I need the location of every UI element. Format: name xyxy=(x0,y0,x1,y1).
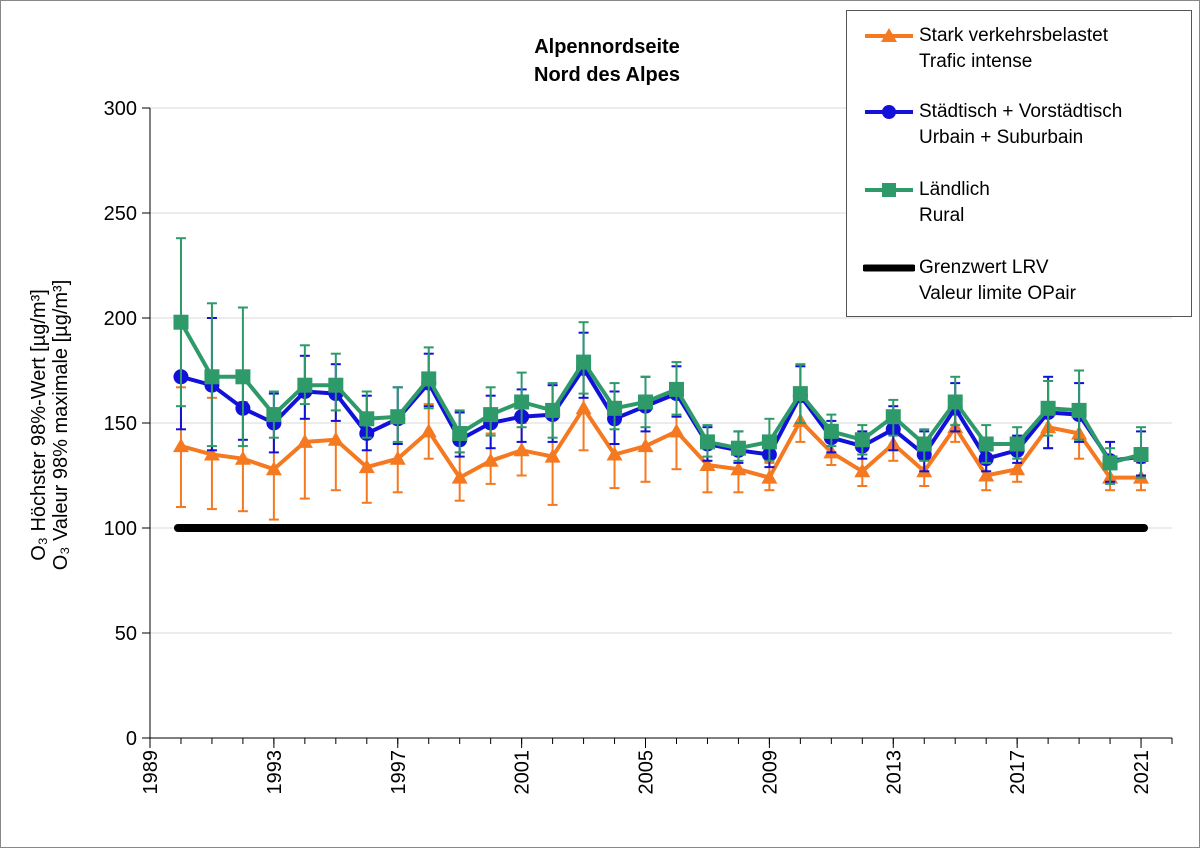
point-0-2003 xyxy=(575,400,592,415)
point-2-2014 xyxy=(916,436,932,452)
legend-swatch-limit xyxy=(863,264,915,272)
point-2-2009 xyxy=(761,434,777,450)
x-tick-label-2013: 2013 xyxy=(883,750,905,795)
point-2-2013 xyxy=(885,409,901,425)
point-2-2000 xyxy=(483,407,499,423)
y-tick-label-150: 150 xyxy=(104,413,137,435)
x-tick-label-2005: 2005 xyxy=(636,750,658,795)
point-2-2017 xyxy=(1009,436,1025,452)
point-2-2010 xyxy=(792,386,808,402)
point-2-2015 xyxy=(947,394,963,410)
x-tick-label-2009: 2009 xyxy=(759,750,781,795)
point-0-2002 xyxy=(544,448,561,463)
point-2-2006 xyxy=(668,381,684,397)
point-0-2000 xyxy=(482,452,499,467)
x-tick-label-2021: 2021 xyxy=(1131,750,1153,795)
point-0-1998 xyxy=(420,423,437,438)
legend-label-rural-de: Ländlich xyxy=(919,179,990,200)
series-1 xyxy=(173,317,1149,483)
point-0-2005 xyxy=(637,438,654,453)
point-2-1998 xyxy=(421,371,437,387)
point-0-1999 xyxy=(451,469,468,484)
y-axis-label-line1: O₃ Höchster 98%-Wert [µg/m³] xyxy=(28,289,50,561)
point-2-2019 xyxy=(1071,402,1087,418)
point-2-2016 xyxy=(978,436,994,452)
legend-swatch-urban xyxy=(865,105,913,119)
point-0-2006 xyxy=(668,423,685,438)
series-line-1 xyxy=(180,366,1142,463)
point-0-2012 xyxy=(854,463,871,478)
chart-legend: Stark verkehrsbelastet Trafic intense St… xyxy=(846,10,1192,317)
point-2-2008 xyxy=(730,440,746,456)
legend-swatch-rural xyxy=(865,183,913,197)
x-tick-label-1989: 1989 xyxy=(140,750,162,795)
x-tick-label-1997: 1997 xyxy=(388,750,410,795)
y-tick-label-100: 100 xyxy=(104,518,137,540)
point-2-2002 xyxy=(545,402,561,418)
point-2-2001 xyxy=(514,394,530,410)
point-2-2007 xyxy=(699,434,715,450)
point-2-1999 xyxy=(452,426,468,441)
point-0-1994 xyxy=(296,433,313,448)
point-2-2004 xyxy=(607,400,623,416)
point-2-2005 xyxy=(638,394,654,410)
y-tick-label-250: 250 xyxy=(104,203,137,225)
point-0-1993 xyxy=(265,461,282,476)
point-2-2021 xyxy=(1133,447,1149,462)
axes: 0 50 100 150 200 250 300 1989 1993 1997 2001 2005 20… xyxy=(104,98,1173,795)
point-2-2020 xyxy=(1102,455,1118,471)
point-2-2011 xyxy=(823,423,839,439)
point-0-1997 xyxy=(389,450,406,465)
chart-title-line1: Alpennordseite xyxy=(534,36,680,58)
legend-label-limit-de: Grenzwert LRV xyxy=(919,257,1049,278)
point-2-2018 xyxy=(1040,400,1056,416)
chart-title-line2: Nord des Alpes xyxy=(534,64,680,86)
point-0-2004 xyxy=(606,446,623,461)
series-0 xyxy=(172,363,1150,521)
x-tick-label-2001: 2001 xyxy=(512,750,534,795)
legend-swatch-traffic xyxy=(865,28,913,42)
series-2 xyxy=(173,237,1149,485)
legend-label-urban-fr: Urbain + Suburbain xyxy=(919,127,1084,148)
legend-label-limit-fr: Valeur limite OPair xyxy=(919,283,1076,304)
point-2-2012 xyxy=(854,432,870,448)
point-2-1992 xyxy=(235,369,251,385)
point-0-2007 xyxy=(699,457,716,471)
y-tick-label-0: 0 xyxy=(126,728,137,750)
point-0-1990 xyxy=(172,438,189,453)
point-2-1996 xyxy=(359,411,375,427)
point-0-2017 xyxy=(1009,461,1026,476)
y-tick-label-50: 50 xyxy=(115,623,137,645)
point-0-2016 xyxy=(978,467,995,482)
point-2-1995 xyxy=(328,377,344,393)
point-0-2009 xyxy=(761,469,778,484)
legend-label-traffic-de: Stark verkehrsbelastet xyxy=(919,25,1109,46)
point-2-1993 xyxy=(266,407,282,423)
y-axis-label-line2: O₃ Valeur 98% maximale [µg/m³] xyxy=(50,280,72,571)
point-0-1992 xyxy=(234,450,251,465)
series-layer xyxy=(172,237,1150,532)
x-tick-label-1993: 1993 xyxy=(264,750,286,795)
point-0-1996 xyxy=(358,459,375,474)
point-2-1997 xyxy=(390,409,406,425)
legend-label-rural-fr: Rural xyxy=(919,205,965,226)
legend-label-urban-de: Städtisch + Vorstädtisch xyxy=(919,101,1123,122)
y-tick-label-300: 300 xyxy=(104,98,137,120)
point-0-1995 xyxy=(327,431,344,446)
point-0-1991 xyxy=(203,446,220,461)
point-2-1991 xyxy=(204,369,220,385)
y-tick-label-200: 200 xyxy=(104,308,137,330)
x-tick-label-2017: 2017 xyxy=(1007,750,1029,795)
point-2-2003 xyxy=(576,354,592,370)
point-0-2001 xyxy=(513,442,530,457)
legend-label-traffic-fr: Trafic intense xyxy=(919,51,1033,72)
point-2-1994 xyxy=(297,377,313,393)
point-0-2008 xyxy=(730,461,747,476)
point-2-1990 xyxy=(173,314,189,330)
